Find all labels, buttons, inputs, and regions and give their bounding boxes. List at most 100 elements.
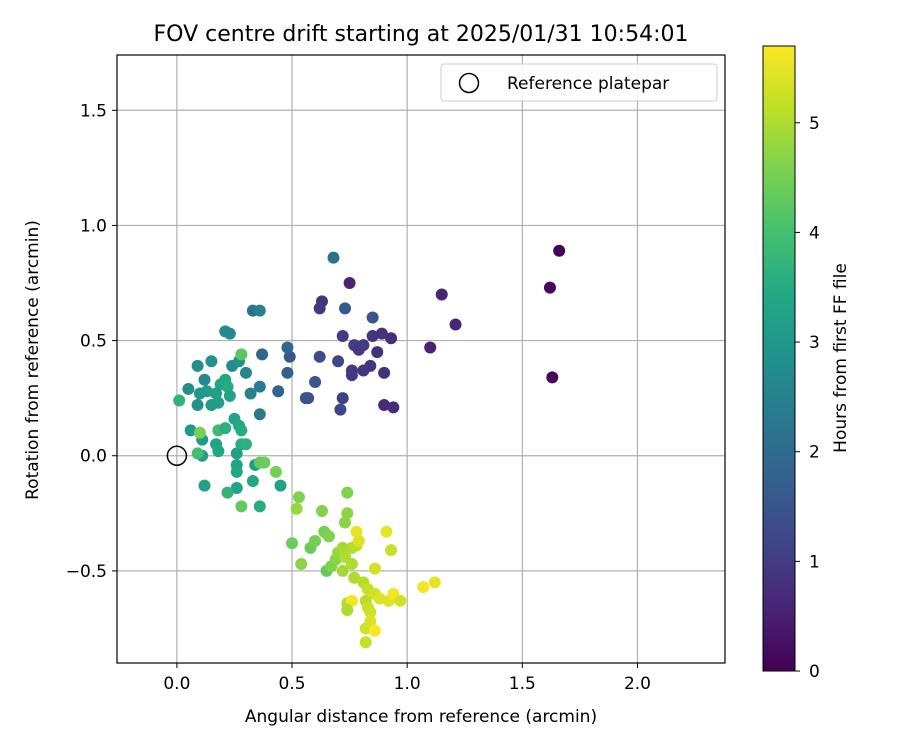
data-point [385, 544, 398, 557]
data-point [543, 281, 556, 294]
data-points [166, 244, 566, 649]
data-point [230, 481, 243, 494]
data-point [449, 318, 462, 331]
y-tick-label: 1.0 [80, 216, 107, 236]
data-point [313, 302, 326, 315]
data-point [546, 371, 559, 384]
data-point [299, 392, 312, 405]
data-point [184, 424, 197, 437]
data-point [191, 447, 204, 460]
data-point [274, 479, 287, 492]
data-point [373, 592, 386, 605]
data-point [394, 594, 407, 607]
data-point [290, 502, 303, 515]
plot-frame [116, 54, 726, 664]
y-tick-label: 1.5 [80, 101, 107, 121]
legend-marker-open-circle [458, 72, 480, 94]
data-point [345, 557, 358, 570]
data-point [235, 348, 248, 361]
data-point [366, 311, 379, 324]
data-point [253, 304, 266, 317]
data-point [253, 380, 266, 393]
data-point [205, 355, 218, 368]
data-point [283, 350, 296, 363]
data-point [368, 562, 381, 575]
data-point [352, 534, 365, 547]
data-point [212, 445, 225, 458]
data-point [286, 537, 299, 550]
legend-box [440, 63, 718, 102]
data-point [258, 456, 271, 469]
data-point [235, 424, 248, 437]
data-point [235, 500, 248, 513]
data-point [385, 332, 398, 345]
data-point [339, 302, 351, 315]
data-point [359, 636, 372, 649]
data-point [428, 576, 441, 589]
colorbar [762, 45, 796, 672]
data-point [553, 244, 566, 257]
colorbar-label: Hours from first FF file [831, 263, 851, 453]
colorbar-tick-label: 3 [809, 333, 820, 353]
colorbar-tick-label: 1 [809, 552, 820, 572]
data-point [281, 341, 294, 354]
colorbar-tick-label: 0 [809, 662, 820, 682]
data-point [219, 422, 232, 435]
x-axis-label: Angular distance from reference (arcmin) [245, 707, 597, 727]
data-point [313, 350, 326, 363]
data-point [244, 387, 257, 400]
data-point [191, 399, 204, 412]
data-point [198, 373, 211, 386]
data-point [322, 530, 335, 543]
data-point [375, 327, 388, 340]
data-point [364, 359, 377, 372]
x-tick-label: 1.0 [394, 674, 421, 694]
x-tick-label: 0.5 [279, 674, 306, 694]
data-point [435, 288, 448, 301]
data-point [341, 604, 354, 617]
x-tick-label: 2.0 [624, 674, 651, 694]
data-point [230, 447, 243, 460]
data-point [417, 581, 430, 593]
data-point [292, 491, 305, 504]
data-point [368, 624, 381, 637]
reference-platepar-marker [166, 445, 188, 466]
legend: Reference platepar [440, 63, 718, 102]
data-point [223, 389, 236, 402]
colorbar-tick-label: 4 [809, 223, 820, 243]
y-tick-label: 0.5 [80, 332, 107, 352]
data-point [221, 380, 234, 393]
data-point [315, 505, 328, 517]
data-point [198, 479, 211, 492]
data-point [173, 394, 186, 407]
data-point [309, 534, 322, 547]
data-point [182, 382, 195, 395]
data-point [359, 622, 372, 635]
legend-entry-reference-platepar: Reference platepar [507, 74, 669, 94]
data-point [253, 500, 266, 513]
data-point [357, 339, 370, 352]
data-point [387, 401, 400, 414]
data-point [336, 564, 349, 577]
data-point [380, 525, 393, 538]
data-point [341, 507, 354, 520]
data-point [332, 355, 345, 368]
x-tick-label: 0.0 [163, 674, 190, 694]
data-point [339, 516, 351, 529]
y-axis-label: Rotation from reference (arcmin) [23, 220, 43, 500]
colorbar-tick-label: 5 [809, 114, 820, 134]
data-point [327, 251, 340, 264]
data-point [350, 525, 363, 538]
colorbar-tick-label: 2 [809, 443, 820, 463]
data-point [193, 426, 206, 439]
data-point [269, 465, 282, 478]
colorbar-ticks: 0 1 2 3 4 5 [795, 114, 820, 682]
data-point [336, 541, 349, 554]
data-point [334, 403, 347, 416]
data-point [309, 376, 322, 389]
data-point [295, 557, 308, 570]
data-point [253, 408, 266, 421]
data-point [210, 387, 223, 400]
data-point [366, 329, 379, 342]
